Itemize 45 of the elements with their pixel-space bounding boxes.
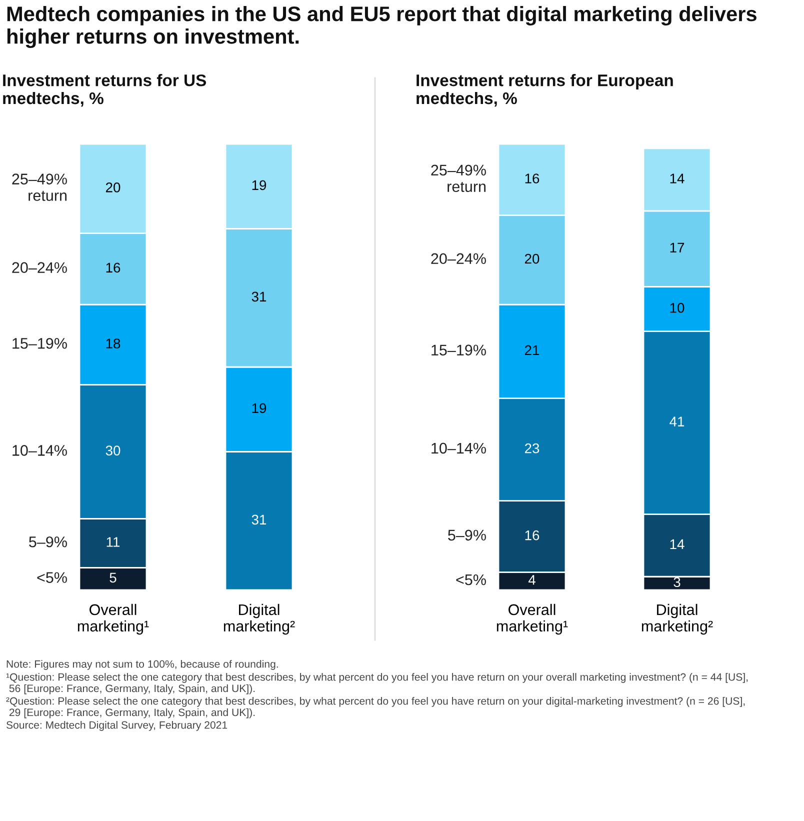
data-label: 41 [670, 416, 684, 426]
data-label: 14 [670, 174, 684, 184]
data-label: 20 [524, 254, 540, 264]
data-label: 5 [110, 572, 116, 583]
series-label: 25–49% return [431, 164, 486, 192]
data-label: 19 [252, 180, 266, 190]
data-label: 10 [670, 302, 684, 313]
text: Medtech companies in the US and EU5 report that digital marketing delivers higher returns on investment. [7, 6, 756, 48]
text: ¹Question: Please select the one category that best describes, by what percent do you feel you have return on your overall marketing investment? (n = 44 [US], 56 [Europe: France, Germany, Italy, Spain, and UK]). [6, 673, 748, 694]
series-label: 15–19% [432, 344, 486, 356]
data-label: 21 [524, 345, 540, 355]
data-label: 30 [106, 446, 120, 456]
data-label: 4 [528, 575, 536, 585]
chart-subtitle: Investment returns for US medtechs, % [3, 74, 206, 107]
series-label: <5% [37, 572, 67, 583]
data-label: 17 [670, 242, 684, 252]
data-label: 31 [252, 292, 266, 302]
data-label: 14 [670, 539, 684, 549]
data-label: 23 [524, 443, 540, 454]
x-tick-label: Digital marketing² [642, 604, 713, 635]
data-label: 11 [106, 537, 120, 547]
text: ²Question: Please select the one category that best describes, by what percent do you feel you have return on your digital-marketing investment? (n = 26 [US], 29 [Europe: France, Germany, Italy, Spain, and UK]). [6, 697, 745, 718]
x-tick-label: Digital marketing² [224, 604, 295, 635]
series-label: 10–14% [432, 442, 486, 454]
series-label: 20–24% [431, 253, 486, 264]
x-tick-label: Overall marketing¹ [78, 604, 149, 635]
chart-subtitle: Investment returns for European medtechs, % [416, 74, 673, 107]
data-label: 3 [674, 577, 680, 588]
series-label: 5–9% [29, 536, 67, 548]
data-label: 18 [106, 338, 120, 348]
data-label: 20 [106, 182, 120, 192]
data-label: 19 [252, 403, 266, 414]
series-label: 10–14% [12, 445, 67, 456]
data-label: 16 [525, 174, 540, 184]
series-label: <5% [456, 574, 486, 586]
series-label: 20–24% [12, 262, 67, 273]
data-label: 31 [252, 514, 266, 525]
source-note: Source: Medtech Digital Survey, February 2021 [6, 721, 228, 731]
text: Note: Figures may not sum to 100%, because of rounding. [6, 660, 278, 670]
x-tick-label: Overall marketing¹ [496, 604, 568, 635]
series-label: 15–19% [12, 338, 67, 349]
series-label: 25–49% return [12, 174, 67, 201]
data-label: 16 [106, 262, 120, 273]
data-label: 16 [525, 530, 540, 540]
series-label: 5–9% [448, 530, 486, 541]
